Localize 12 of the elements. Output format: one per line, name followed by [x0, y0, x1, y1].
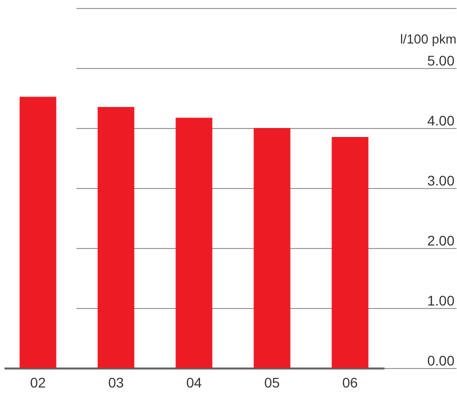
- x-tick-label: 02: [30, 374, 46, 390]
- x-tick-label: 03: [108, 374, 124, 390]
- x-tick-label: 05: [264, 374, 280, 390]
- y-tick-label: 4.00: [427, 112, 455, 128]
- y-tick-label: 2.00: [427, 232, 455, 248]
- x-tick-label: 04: [186, 374, 202, 390]
- y-tick-label: 1.00: [427, 292, 455, 308]
- y-tick-label: 0.00: [427, 352, 455, 368]
- y-tick-label: 5.00: [427, 52, 455, 68]
- y-tick-label: 3.00: [427, 172, 455, 188]
- x-tick-label: 06: [342, 374, 358, 390]
- y-axis-title: l/100 pkm: [400, 32, 456, 46]
